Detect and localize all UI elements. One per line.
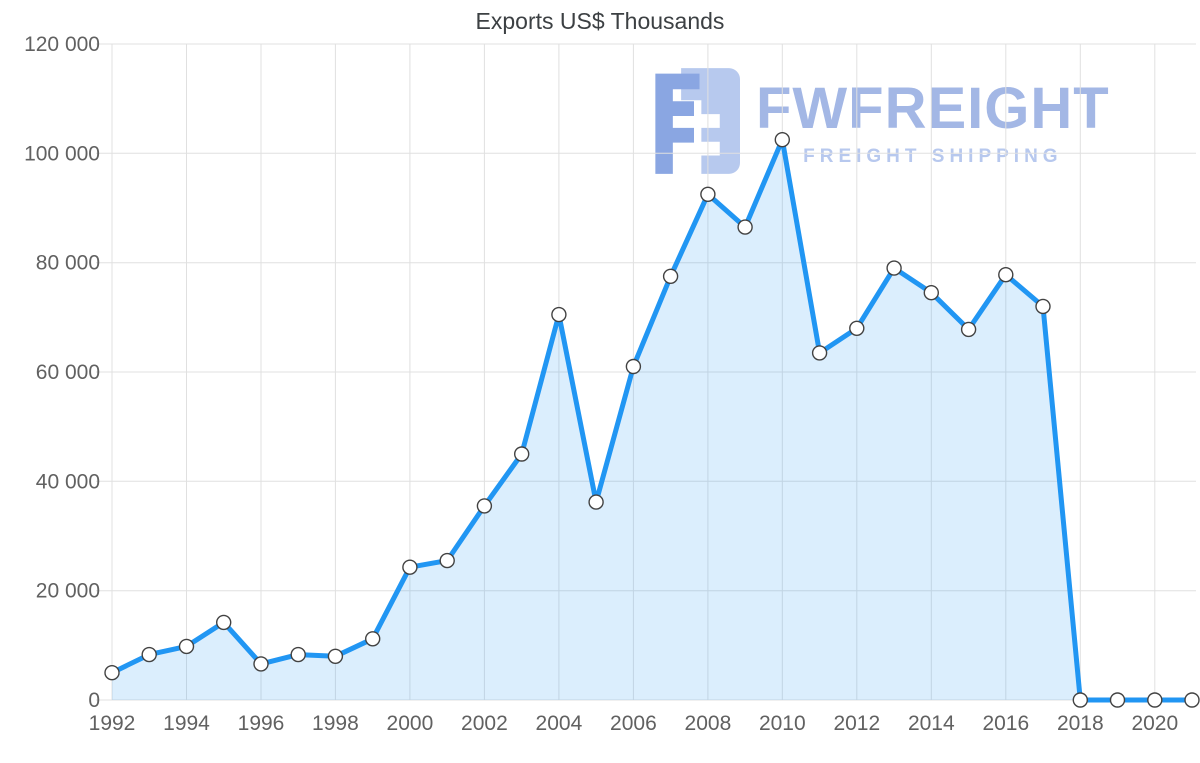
watermark-tagline: FREIGHT SHIPPING — [803, 146, 1063, 167]
data-point-marker — [700, 186, 716, 203]
data-point-marker — [365, 631, 381, 647]
data-point-marker — [402, 559, 418, 575]
watermark-text: FWFREIGHT FREIGHT SHIPPING — [756, 66, 1110, 168]
data-point-marker — [327, 648, 344, 664]
x-tick-label: 2020 — [1131, 712, 1178, 735]
data-point-marker — [588, 494, 604, 510]
data-point-marker — [290, 646, 306, 663]
x-tick-label: 2012 — [833, 712, 880, 735]
watermark-brand: FWFREIGHT — [756, 76, 1110, 141]
y-tick-label: 40 000 — [36, 470, 100, 493]
data-point-marker — [1035, 298, 1051, 315]
data-point-marker — [141, 646, 157, 663]
data-point-marker — [439, 552, 455, 569]
data-point-marker — [1072, 692, 1089, 708]
data-point-marker — [849, 320, 865, 336]
y-tick-label: 120 000 — [24, 33, 100, 56]
x-tick-label: 2000 — [387, 712, 434, 735]
x-tick-label: 1992 — [89, 712, 136, 735]
x-tick-label: 1994 — [163, 712, 210, 735]
data-point-marker — [662, 268, 679, 284]
y-tick-label: 80 000 — [36, 252, 100, 275]
watermark: FWFREIGHT FREIGHT SHIPPING — [648, 66, 1110, 176]
data-point-marker — [1184, 692, 1200, 708]
y-tick-label: 0 — [88, 689, 100, 712]
x-tick-label: 1996 — [238, 712, 285, 735]
data-point-marker — [960, 321, 977, 338]
x-tick-label: 2014 — [908, 712, 955, 735]
x-tick-label: 2002 — [461, 712, 508, 735]
fwfreight-logo-icon — [655, 68, 740, 174]
area-fill — [112, 139, 1192, 700]
data-point-marker — [774, 131, 790, 148]
x-tick-label: 2010 — [759, 712, 806, 735]
x-tick-label: 2018 — [1057, 712, 1104, 735]
data-point-marker — [625, 358, 642, 375]
x-tick-label: 2016 — [982, 712, 1029, 735]
data-point-marker — [811, 345, 828, 361]
data-point-marker — [178, 638, 195, 655]
y-tick-label: 20 000 — [36, 580, 100, 603]
data-point-marker — [998, 267, 1014, 283]
x-tick-label: 2006 — [610, 712, 657, 735]
data-point-marker — [215, 614, 232, 631]
data-point-marker — [104, 665, 120, 681]
x-tick-label: 2004 — [536, 712, 583, 735]
data-point-marker — [1147, 692, 1163, 708]
x-tick-label: 1998 — [312, 712, 359, 735]
data-point-marker — [551, 306, 567, 323]
data-point-marker — [476, 498, 493, 514]
y-tick-label: 60 000 — [36, 361, 100, 384]
data-point-marker — [514, 446, 530, 462]
data-point-marker — [737, 219, 753, 235]
x-tick-label: 2008 — [685, 712, 732, 735]
y-tick-label: 100 000 — [24, 142, 100, 165]
data-point-marker — [923, 285, 939, 301]
data-point-marker — [253, 656, 269, 672]
data-point-marker — [1109, 692, 1126, 708]
data-point-marker — [886, 260, 902, 276]
